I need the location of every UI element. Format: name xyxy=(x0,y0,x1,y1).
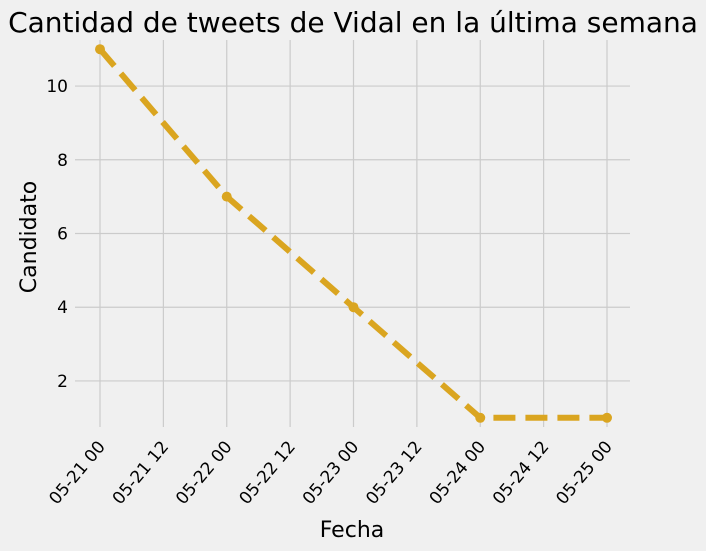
series-layer xyxy=(95,44,612,423)
data-point xyxy=(475,412,486,423)
y-tick-label: 4 xyxy=(57,298,68,318)
y-tick-label: 2 xyxy=(57,372,68,392)
y-tick-labels: 2 4 6 8 10 xyxy=(46,77,68,392)
x-tick-label: 05-22 12 xyxy=(236,437,300,508)
x-axis-label: Fecha xyxy=(320,518,385,543)
x-tick-label: 05-23 12 xyxy=(362,437,426,508)
data-point xyxy=(348,302,359,313)
x-tick-label: 05-22 00 xyxy=(172,437,236,508)
x-tick-label: 05-21 00 xyxy=(45,437,109,508)
x-tick-label: 05-23 00 xyxy=(299,437,363,508)
data-point xyxy=(602,412,612,423)
x-tick-label: 05-21 12 xyxy=(109,437,173,508)
data-point xyxy=(95,44,105,55)
x-tick-label: 05-24 12 xyxy=(489,437,553,508)
y-axis-label: Candidato xyxy=(17,181,42,293)
data-point xyxy=(221,191,232,202)
y-tick-label: 8 xyxy=(57,151,68,171)
x-tick-label: 05-24 00 xyxy=(426,437,490,508)
y-tick-label: 10 xyxy=(46,77,68,97)
x-tick-label: 05-25 00 xyxy=(552,437,616,508)
y-tick-label: 6 xyxy=(57,225,68,245)
grid xyxy=(75,40,630,427)
chart-title: Cantidad de tweets de Vidal en la última… xyxy=(8,6,698,39)
